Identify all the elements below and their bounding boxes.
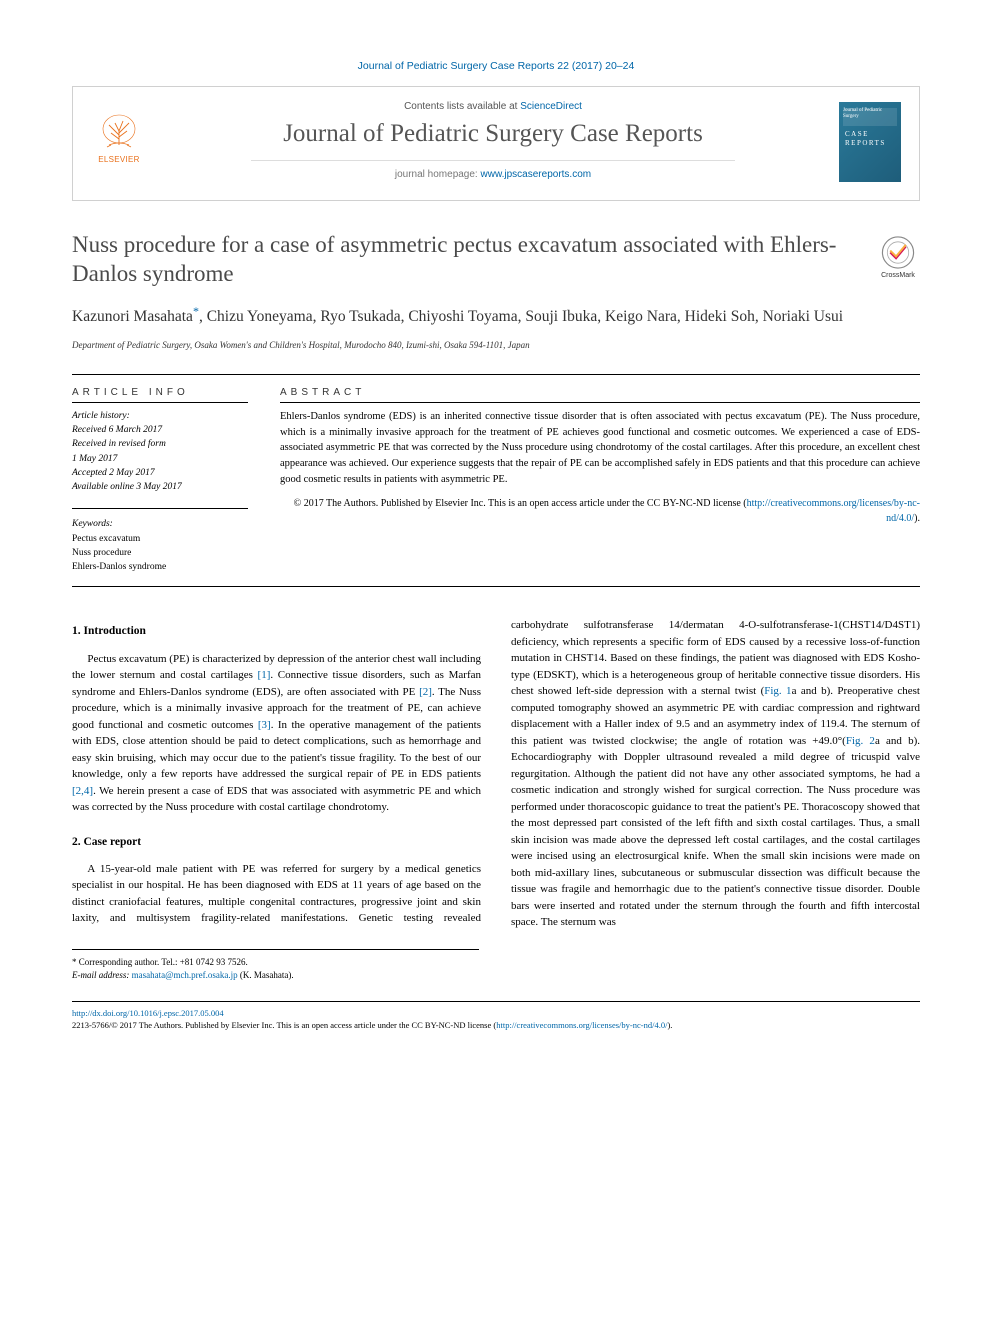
elsevier-logo[interactable]: ELSEVIER xyxy=(91,111,147,173)
authors: Kazunori Masahata*, Chizu Yoneyama, Ryo … xyxy=(72,303,920,328)
footer-issn-line: 2213-5766/© 2017 The Authors. Published … xyxy=(72,1020,920,1032)
ref-2-link[interactable]: [2] xyxy=(419,686,432,698)
email-link[interactable]: masahata@mch.pref.osaka.jp xyxy=(132,970,238,980)
homepage-link[interactable]: www.jpscasereports.com xyxy=(481,169,592,180)
article-history-block: Article history: Received 6 March 2017 R… xyxy=(72,409,248,495)
elsevier-tree-icon xyxy=(95,111,143,153)
email-label: E-mail address: xyxy=(72,970,132,980)
license-link[interactable]: http://creativecommons.org/licenses/by-n… xyxy=(747,498,920,524)
keywords-block: Keywords: Pectus excavatum Nuss procedur… xyxy=(72,508,248,574)
journal-name: Journal of Pediatric Surgery Case Report… xyxy=(147,120,839,148)
abstract-column: ABSTRACT Ehlers-Danlos syndrome (EDS) is… xyxy=(262,375,920,587)
cover-journal-text: Journal of Pediatric Surgery xyxy=(843,108,897,120)
history-online: Available online 3 May 2017 xyxy=(72,480,248,494)
cover-case-text: CASE REPORTS xyxy=(845,130,901,148)
footer-license-link[interactable]: http://creativecommons.org/licenses/by-n… xyxy=(496,1020,667,1030)
history-label: Article history: xyxy=(72,409,248,423)
corresponding-author-note: * Corresponding author. Tel.: +81 0742 9… xyxy=(72,956,479,970)
section-1-heading: 1. Introduction xyxy=(72,623,481,640)
sciencedirect-link[interactable]: ScienceDirect xyxy=(520,101,582,112)
fig-1-link[interactable]: Fig. 1 xyxy=(764,685,791,697)
history-received: Received 6 March 2017 xyxy=(72,423,248,437)
author-primary: Kazunori Masahata xyxy=(72,308,193,325)
ref-3-link[interactable]: [3] xyxy=(258,719,271,731)
crossmark-label: CrossMark xyxy=(881,272,915,279)
elsevier-label: ELSEVIER xyxy=(98,155,140,164)
article-info-column: ARTICLE INFO Article history: Received 6… xyxy=(72,375,262,587)
email-line: E-mail address: masahata@mch.pref.osaka.… xyxy=(72,969,479,983)
crossmark-icon xyxy=(880,235,916,270)
abstract-text: Ehlers-Danlos syndrome (EDS) is an inher… xyxy=(280,409,920,488)
doi-link[interactable]: http://dx.doi.org/10.1016/j.epsc.2017.05… xyxy=(72,1008,224,1018)
copyright-text: © 2017 The Authors. Published by Elsevie… xyxy=(294,498,747,509)
info-abstract-row: ARTICLE INFO Article history: Received 6… xyxy=(72,374,920,588)
article-title: Nuss procedure for a case of asymmetric … xyxy=(72,231,876,289)
ref-1-link[interactable]: [1] xyxy=(258,669,271,681)
abstract-copyright: © 2017 The Authors. Published by Elsevie… xyxy=(280,496,920,526)
footnotes: * Corresponding author. Tel.: +81 0742 9… xyxy=(72,949,479,983)
fig-2-link[interactable]: Fig. 2 xyxy=(846,735,875,747)
header-citation: Journal of Pediatric Surgery Case Report… xyxy=(72,60,920,72)
crossmark-badge[interactable]: CrossMark xyxy=(876,235,920,279)
ref-2-4-link[interactable]: [2,4] xyxy=(72,785,93,797)
homepage-prefix: journal homepage: xyxy=(395,169,481,180)
abstract-heading: ABSTRACT xyxy=(280,387,920,403)
keyword-1: Pectus excavatum xyxy=(72,532,248,546)
copyright-close: ). xyxy=(914,513,920,524)
journal-cover-thumbnail: Journal of Pediatric Surgery CASE REPORT… xyxy=(839,102,901,182)
authors-rest: , Chizu Yoneyama, Ryo Tsukada, Chiyoshi … xyxy=(199,308,843,325)
history-accepted: Accepted 2 May 2017 xyxy=(72,466,248,480)
keyword-2: Nuss procedure xyxy=(72,546,248,560)
keyword-3: Ehlers-Danlos syndrome xyxy=(72,560,248,574)
contents-available-line: Contents lists available at ScienceDirec… xyxy=(147,101,839,112)
title-row: Nuss procedure for a case of asymmetric … xyxy=(72,231,920,289)
email-suffix: (K. Masahata). xyxy=(238,970,294,980)
history-revised-label: Received in revised form xyxy=(72,437,248,451)
journal-header-box: ELSEVIER Contents lists available at Sci… xyxy=(72,86,920,201)
page-container: Journal of Pediatric Surgery Case Report… xyxy=(0,0,992,1072)
keywords-label: Keywords: xyxy=(72,517,248,531)
history-revised-date: 1 May 2017 xyxy=(72,452,248,466)
homepage-line: journal homepage: www.jpscasereports.com xyxy=(251,160,735,180)
footer: http://dx.doi.org/10.1016/j.epsc.2017.05… xyxy=(72,1001,920,1032)
contents-prefix: Contents lists available at xyxy=(404,101,520,112)
header-center: Contents lists available at ScienceDirec… xyxy=(147,101,839,182)
body-columns: 1. Introduction Pectus excavatum (PE) is… xyxy=(72,617,920,931)
footer-issn-text: 2213-5766/© 2017 The Authors. Published … xyxy=(72,1020,496,1030)
s2-text-c: a and b). Echocardiography with Doppler … xyxy=(511,735,920,929)
affiliation: Department of Pediatric Surgery, Osaka W… xyxy=(72,339,920,352)
section-2-heading: 2. Case report xyxy=(72,834,481,851)
footer-close: ). xyxy=(667,1020,672,1030)
section-1-para: Pectus excavatum (PE) is characterized b… xyxy=(72,651,481,816)
s1-text-e: . We herein present a case of EDS that w… xyxy=(72,785,481,814)
article-info-heading: ARTICLE INFO xyxy=(72,387,248,403)
